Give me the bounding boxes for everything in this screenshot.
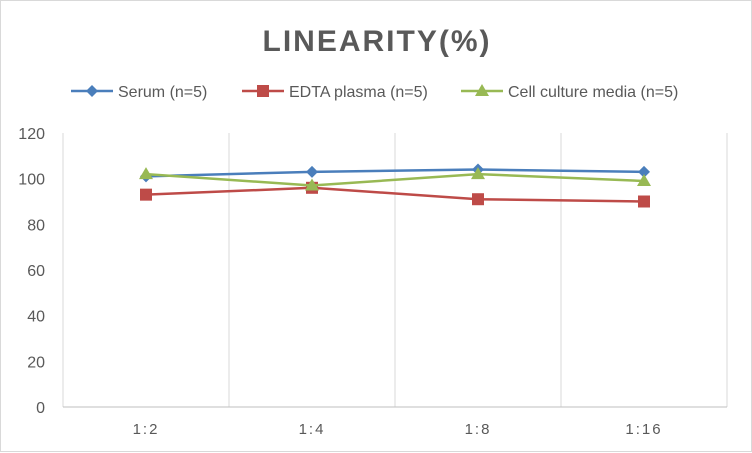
legend: Serum (n=5) EDTA plasma (n=5) Cell culture…	[71, 84, 678, 101]
y-tick-label: 60	[27, 263, 45, 280]
data-point	[637, 173, 651, 186]
series-2	[139, 167, 651, 191]
y-tick-label: 20	[27, 354, 45, 371]
y-tick-label: 0	[36, 400, 45, 417]
series-line	[145, 168, 645, 178]
legend-entry: EDTA plasma (n=5)	[242, 84, 428, 101]
data-point	[638, 195, 650, 208]
legend-label: Serum (n=5)	[118, 84, 207, 101]
legend-label: Cell culture media (n=5)	[508, 84, 678, 101]
legend-marker	[257, 85, 269, 97]
series-1	[140, 181, 650, 208]
series-line	[145, 172, 645, 187]
data-point	[638, 165, 650, 178]
data-point	[306, 165, 318, 178]
data-point	[472, 193, 484, 206]
legend-entry: Cell culture media (n=5)	[461, 84, 678, 101]
legend-entry: Serum (n=5)	[71, 84, 207, 101]
x-tick-label: 1:4	[299, 421, 326, 438]
data-point	[471, 167, 485, 180]
plot-area: 0 20 40 60 80 100 120 1:2 1:4 1:8 1:16	[18, 126, 728, 438]
data-point	[140, 188, 152, 201]
legend-marker	[86, 85, 98, 97]
y-tick-label: 100	[18, 172, 45, 189]
y-tick-label: 80	[27, 217, 45, 234]
data-point	[139, 167, 153, 180]
chart-title: LINEARITY(%)	[263, 25, 492, 58]
x-tick-label: 1:8	[465, 421, 492, 438]
series-line	[145, 186, 645, 203]
legend-label: EDTA plasma (n=5)	[289, 84, 428, 101]
data-point	[305, 178, 319, 191]
x-tick-label: 1:16	[625, 421, 662, 438]
y-tick-label: 40	[27, 309, 45, 326]
y-tick-label: 120	[18, 126, 45, 143]
legend-marker	[475, 84, 489, 96]
x-tick-label: 1:2	[133, 421, 160, 438]
